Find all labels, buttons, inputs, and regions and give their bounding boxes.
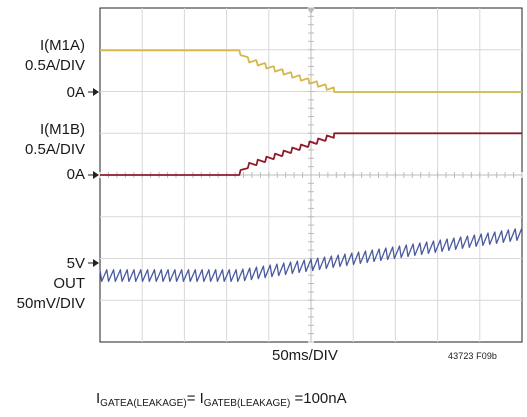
scope-traces [99, 49, 523, 283]
caption-sub-gateb: GATEB(LEAKAGE) [203, 398, 291, 409]
channel-1-name: I(M1A) [40, 37, 85, 54]
channel-1-zero-label: 0A [66, 84, 85, 101]
channel-2-name: I(M1B) [40, 121, 85, 138]
channel-2-zero-label: 0A [66, 166, 85, 183]
channel-3-scale: 50mV/DIV [16, 295, 85, 312]
trace-2 [100, 132, 522, 176]
figure-id: 43723 F09b [448, 351, 498, 361]
timebase-label: 50ms/DIV [272, 347, 338, 364]
trace-1 [100, 49, 522, 93]
channel-3-zero-label: 5V [66, 255, 85, 272]
caption-value: =100nA [290, 390, 347, 407]
channel-3-name: OUT [53, 275, 85, 292]
channel-1-scale: 0.5A/DIV [24, 57, 85, 74]
channel-2-scale: 0.5A/DIV [24, 141, 85, 158]
caption-eq-i: = I [186, 390, 204, 407]
trigger-marker-icon [307, 8, 315, 14]
trace-3 [99, 227, 523, 283]
caption-sub-gatea: GATEA(LEAKAGE) [100, 398, 187, 409]
caption: IGATEA(LEAKAGE)= IGATEB(LEAKAGE) =100nA [96, 390, 347, 412]
caption-i-1: I [96, 390, 101, 407]
